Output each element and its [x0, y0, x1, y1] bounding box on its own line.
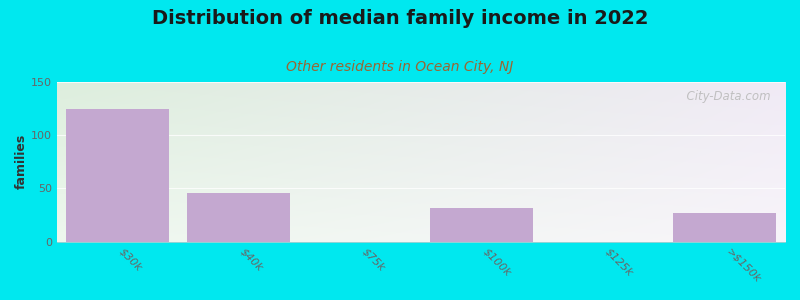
Text: Other residents in Ocean City, NJ: Other residents in Ocean City, NJ: [286, 60, 514, 74]
Text: City-Data.com: City-Data.com: [679, 90, 770, 103]
Bar: [673, 213, 776, 242]
Bar: [66, 109, 169, 242]
Bar: [187, 193, 290, 242]
Text: Distribution of median family income in 2022: Distribution of median family income in …: [152, 9, 648, 28]
Bar: [430, 208, 533, 242]
Y-axis label: families: families: [15, 134, 28, 190]
